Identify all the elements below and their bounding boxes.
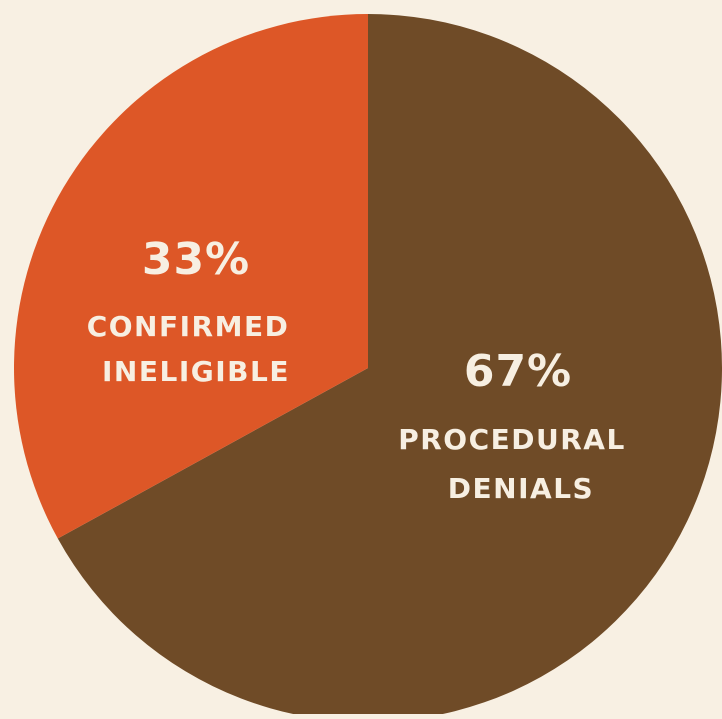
- slice-value-label-procedural: 67%: [464, 346, 572, 397]
- pie-labels: 67% PROCEDURAL DENIALS 33% CONFIRMED INE…: [87, 234, 626, 505]
- pie-slice-confirmed-ineligible: [14, 14, 369, 539]
- slice-category-label-procedural-line2: DENIALS: [448, 472, 594, 505]
- pie-slice-procedural-denials: [57, 14, 722, 719]
- slice-category-label-ineligible-line2: INELIGIBLE: [102, 355, 290, 388]
- slice-value-label-ineligible: 33%: [142, 234, 250, 285]
- slice-category-label-procedural-line1: PROCEDURAL: [398, 423, 626, 456]
- slice-category-label-ineligible-line1: CONFIRMED: [87, 310, 290, 343]
- pie-slices: [14, 14, 722, 719]
